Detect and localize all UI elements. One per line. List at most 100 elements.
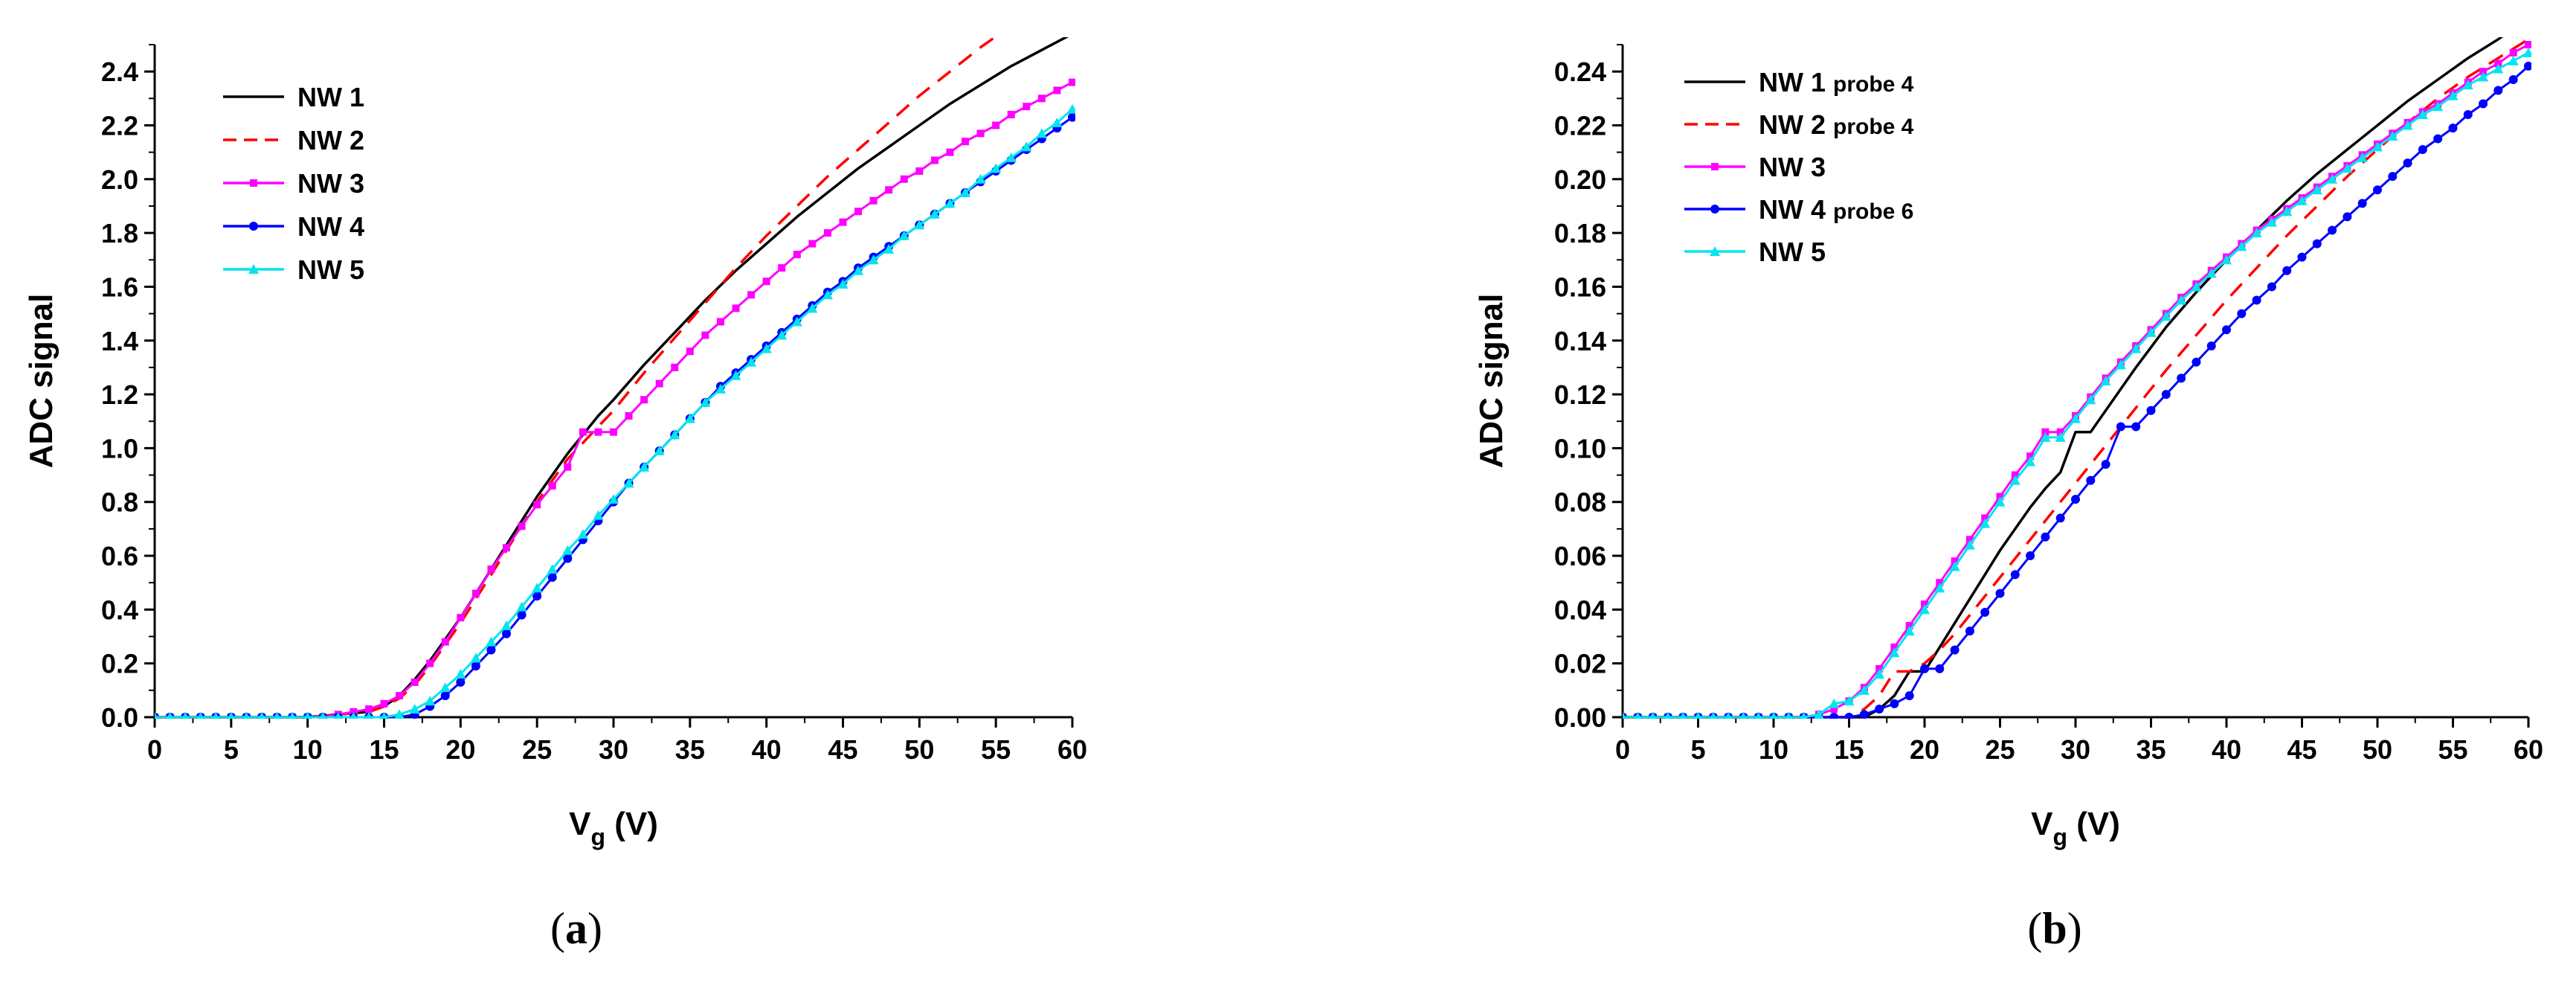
series-4-point [2146,405,2156,415]
series-4-point [2041,532,2050,542]
series-4-point [2448,124,2458,133]
series-4-point [2373,185,2382,195]
series-5-point [822,289,833,300]
series-3-point [992,121,1000,129]
series-4-point [1965,626,1974,636]
x-tick-label: 0 [147,734,162,765]
series-5-point [669,429,680,440]
series-4-point [2342,212,2352,222]
series-3-point [2525,41,2531,48]
y-tick-label: 0.18 [1554,218,1606,248]
series-4-point [1920,664,1929,673]
series-4-point [2524,61,2531,71]
series-4-point [486,645,496,655]
series-5-point [853,265,864,275]
x-tick-label: 25 [1985,734,2015,765]
series-5-point [1829,698,1840,708]
x-tick-label: 15 [1834,734,1864,765]
series-4-point [456,677,466,687]
series-5-point [1067,103,1075,114]
series-4-point [1904,691,1914,701]
series-4-point [1068,112,1075,122]
legend-marker [1710,246,1720,256]
series-4-point [1890,699,1899,708]
y-tick-label: 1.8 [101,218,138,248]
series-5-point [593,510,604,520]
series-3-point [1981,514,1989,522]
series-5-point [334,712,342,719]
series-5-point [289,712,296,719]
series-5-point [2462,80,2473,90]
y-axis-title: ADC signal [23,294,59,469]
series-5-point [1964,539,1975,550]
series-3-point [625,412,633,420]
series-5-point [577,529,588,539]
legend-label: NW 4 [297,211,364,242]
series-4-point [1980,607,1990,617]
series-5-point [975,173,986,184]
series-5-point [2296,195,2308,205]
series-5-point [2055,432,2066,442]
series-3-point [793,251,801,259]
y-tick-label: 0.0 [101,702,138,733]
series-3-point [671,363,679,371]
series-5-point [562,545,573,555]
panel-caption: (a) [550,904,602,953]
series-4-point [2403,158,2412,168]
series-5-point [2432,101,2444,112]
series-5-point [409,704,420,714]
series-5-point [2311,185,2322,195]
series-5-point [868,254,879,265]
series-4-point [2493,86,2503,95]
y-tick-label: 0.00 [1554,702,1606,733]
series-3-point [885,186,893,194]
series-3-point [564,463,572,471]
legend-marker [1710,205,1719,214]
series-5-point [273,712,281,719]
series-5-point [547,564,558,574]
series-3-point [747,291,756,299]
series-4-point [2297,252,2307,262]
series-4-point [2010,570,2020,580]
series-5-point [1754,712,1762,719]
x-tick-label: 60 [2514,734,2543,765]
series-5-point [2221,254,2232,265]
series-3-point [1069,78,1075,86]
series-5-point [2040,432,2051,442]
series-5-point [700,397,711,407]
series-3-point [2026,452,2035,461]
series-4-point [1844,713,1854,719]
series-3-point [610,428,617,436]
x-tick-label: 45 [2287,734,2316,765]
legend-marker [249,222,258,231]
y-tick-label: 0.22 [1554,110,1606,141]
x-tick-label: 45 [828,734,857,765]
series-5-point [181,712,189,719]
x-tick-label: 20 [1910,734,1939,765]
y-tick-label: 2.2 [101,110,138,141]
series-5-point [730,370,741,380]
series-5-point [2100,376,2111,385]
series-3-point [1875,664,1884,673]
series-5-point [1844,696,1855,706]
series-3-point [396,692,404,700]
series-4-point [2116,422,2125,432]
series-3-point [976,129,985,138]
series-5-point [2387,130,2398,141]
series-5-point [425,696,436,706]
series-3-point [441,638,449,646]
series-4-point [2131,422,2141,432]
x-tick-label: 50 [904,734,934,765]
legend-label: NW 5 [1759,237,1826,267]
series-3-point [2494,60,2502,68]
series-4-point [563,554,573,563]
series-4-point [2312,239,2322,248]
series-3-point [716,318,724,326]
series-5-point [227,712,235,719]
series-5-point [212,712,220,719]
series-3-point [962,138,970,146]
y-tick-label: 0.06 [1554,541,1606,571]
series-5-point [746,356,757,367]
x-tick-label: 50 [2363,734,2392,765]
